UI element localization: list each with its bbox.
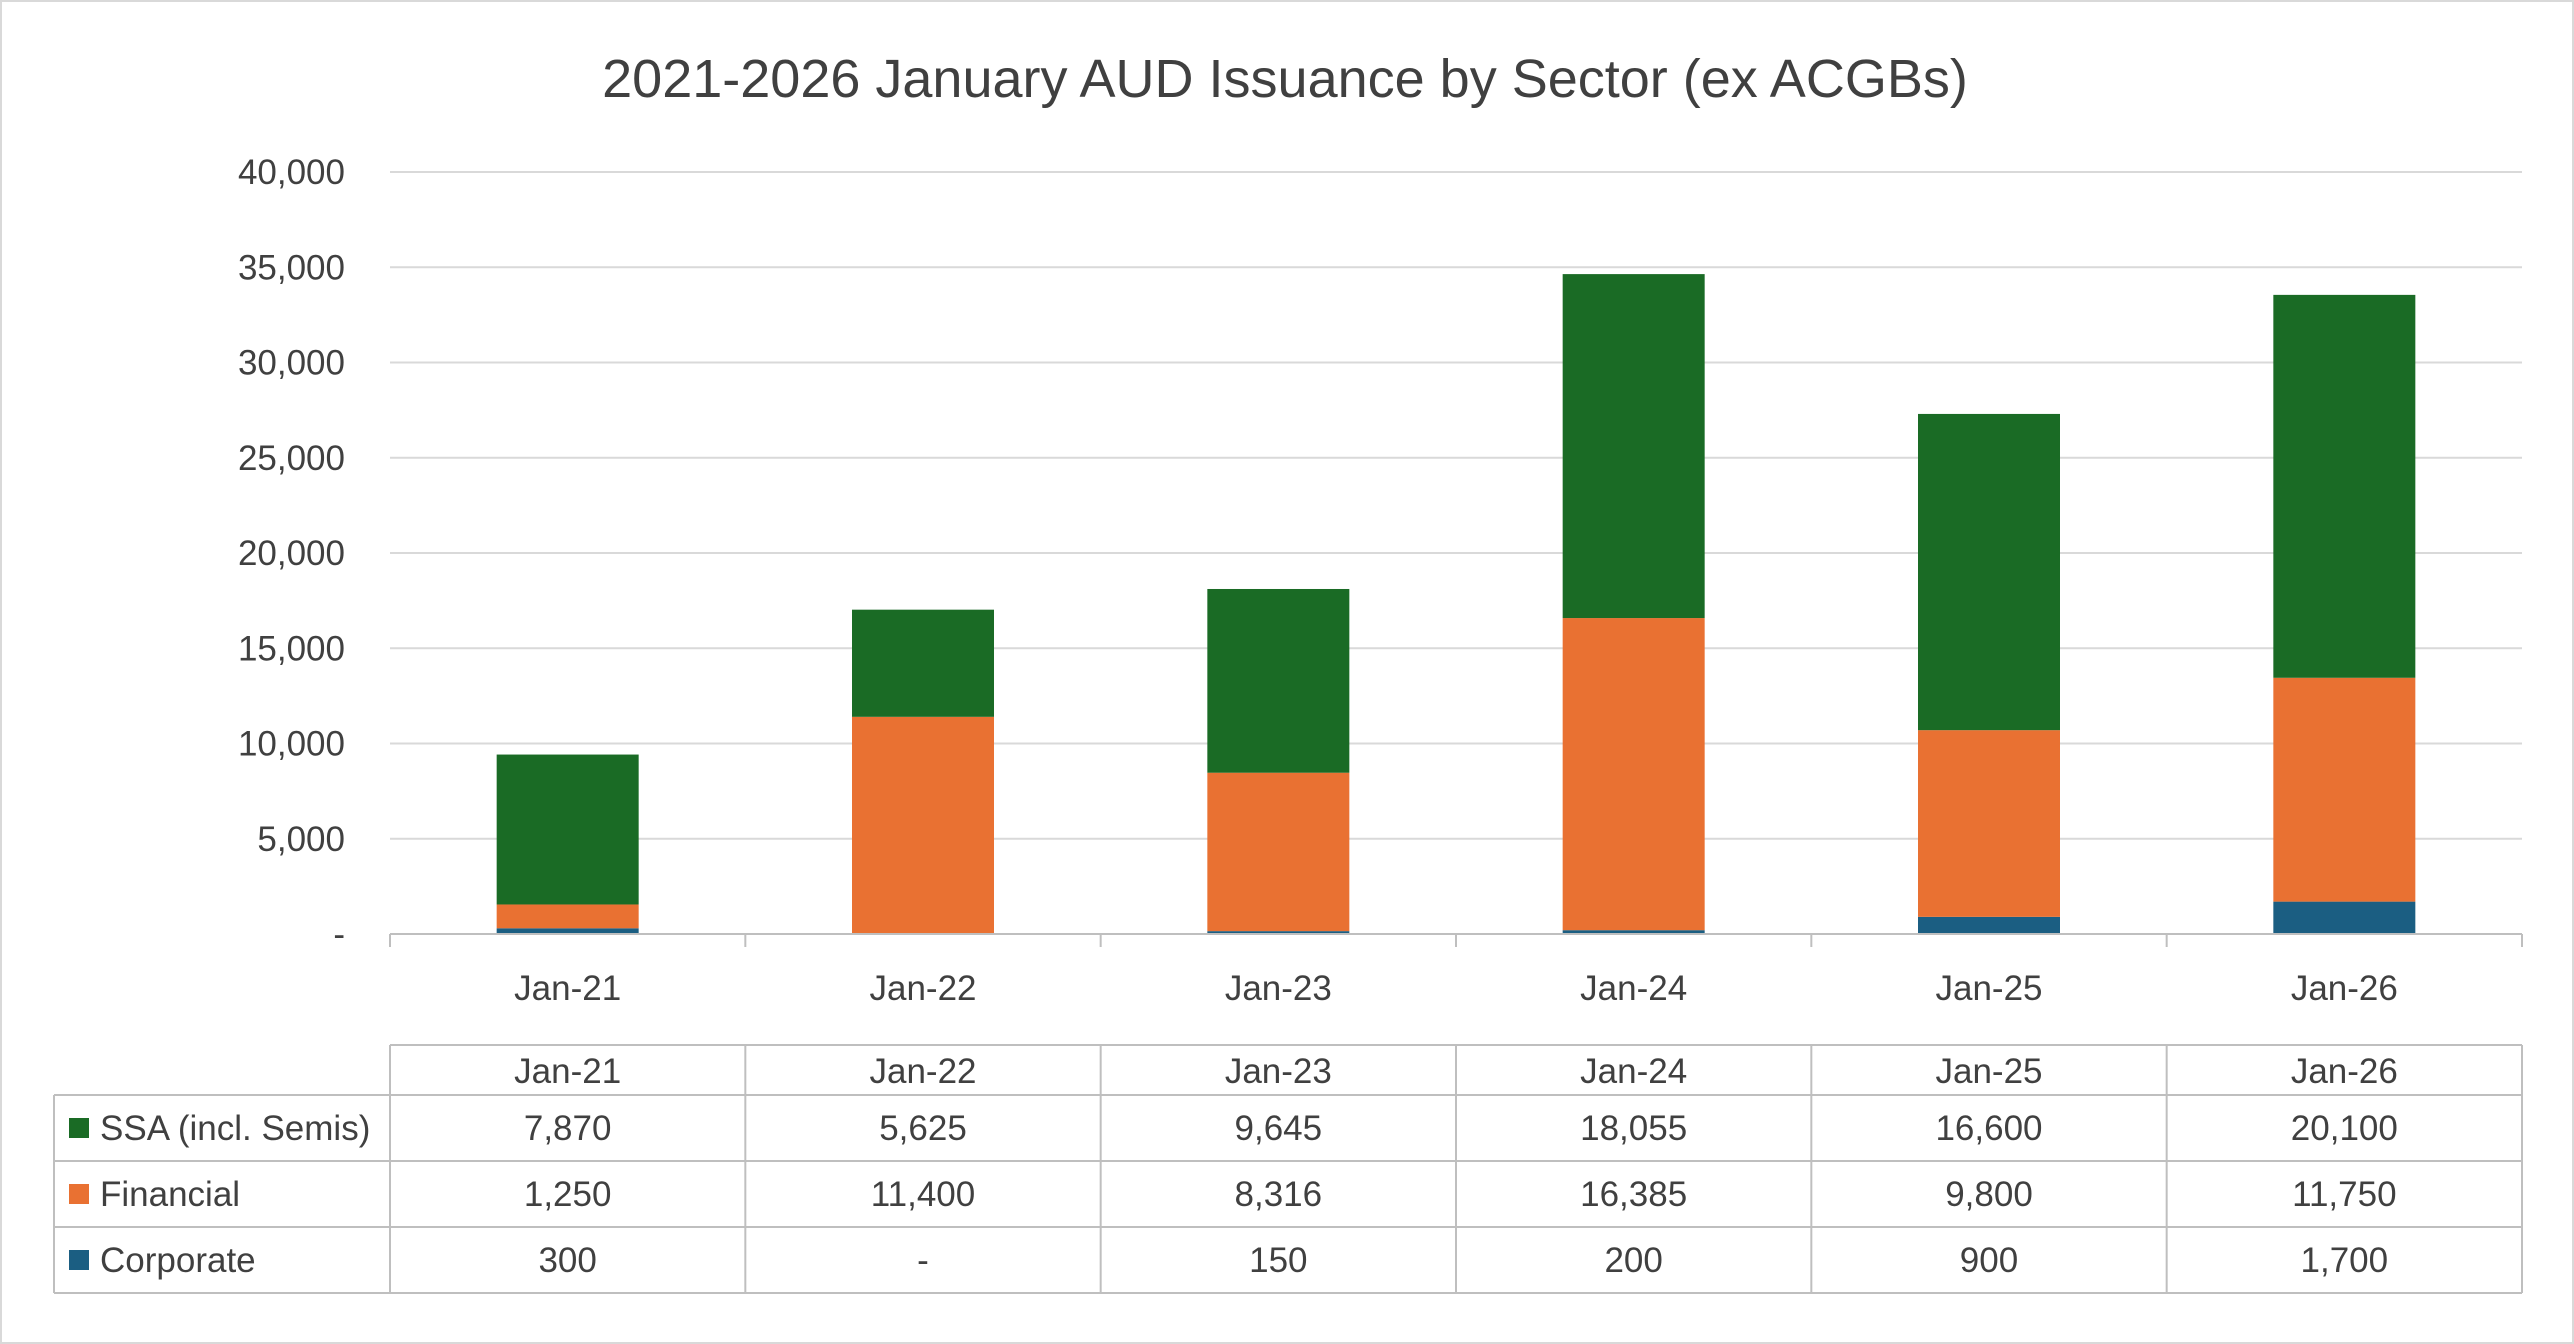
table-value-cell: 20,100 — [2291, 1109, 2398, 1148]
bar-segment-financial — [1918, 730, 2060, 917]
y-tick-label: 20,000 — [238, 534, 345, 573]
table-value-cell: 5,625 — [879, 1109, 967, 1148]
table-value-cell: 8,316 — [1235, 1175, 1323, 1214]
y-tick-label: 35,000 — [238, 248, 345, 287]
y-tick-label: 30,000 — [238, 344, 345, 383]
bar-segment-corporate — [496, 928, 639, 934]
table-value-cell: 11,750 — [2292, 1175, 2396, 1214]
table-header-cell: Jan-21 — [514, 1052, 621, 1091]
x-tick-label: Jan-21 — [514, 969, 621, 1008]
table-value-cell: - — [917, 1241, 929, 1280]
bar-segment-corporate — [2273, 901, 2416, 934]
bar-segment-ssa-incl-semis — [2273, 294, 2416, 678]
x-tick-label: Jan-23 — [1225, 969, 1332, 1008]
bars — [496, 274, 2416, 934]
y-tick-label: 10,000 — [238, 725, 345, 764]
table-value-cell: 900 — [1960, 1241, 2018, 1280]
x-tick-label: Jan-26 — [2291, 969, 2398, 1008]
table-header-cell: Jan-25 — [1935, 1052, 2042, 1091]
bar-segment-ssa-incl-semis — [1207, 588, 1350, 773]
bar-segment-ssa-incl-semis — [852, 609, 994, 717]
bar-segment-ssa-incl-semis — [1918, 413, 2060, 731]
y-tick-label: 15,000 — [238, 629, 345, 668]
y-tick-label: 40,000 — [238, 153, 345, 192]
table-value-cell: 7,870 — [524, 1109, 612, 1148]
bar-segment-corporate — [1918, 916, 2060, 934]
table-value-cell: 16,385 — [1580, 1175, 1687, 1214]
table-value-cell: 11,400 — [871, 1175, 975, 1214]
table-header-cell: Jan-22 — [869, 1052, 976, 1091]
bar-segment-corporate — [1562, 930, 1705, 934]
x-tick-label: Jan-25 — [1935, 969, 2042, 1008]
table-value-cell: 16,600 — [1935, 1109, 2042, 1148]
legend-key — [69, 1250, 89, 1270]
y-axis-tick-labels: - 5,000 10,000 15,000 20,000 25,000 30,000 35,0… — [238, 153, 345, 954]
bar-segment-financial — [1207, 772, 1350, 932]
table-value-cell: 1,250 — [524, 1175, 612, 1214]
table-value-cell: 200 — [1604, 1241, 1662, 1280]
legend-key — [69, 1184, 89, 1204]
table-row-label: Corporate — [100, 1241, 256, 1280]
table-value-cell: 300 — [538, 1241, 596, 1280]
chart-title: 2021-2026 January AUD Issuance by Sector… — [602, 49, 1968, 109]
x-tick-label: Jan-24 — [1580, 969, 1687, 1008]
legend-key — [69, 1118, 89, 1138]
data-table: Jan-21 Jan-22 Jan-23 Jan-24 Jan-25 Jan-26 SSA … — [53, 1044, 2523, 1294]
table-value-cell: 9,645 — [1235, 1109, 1323, 1148]
table-row-label: SSA (incl. Semis) — [100, 1109, 370, 1148]
table-value-cell: 1,700 — [2301, 1241, 2389, 1280]
table-header-cell: Jan-26 — [2291, 1052, 2398, 1091]
bar-segment-financial — [496, 904, 639, 929]
gridlines — [390, 171, 2522, 840]
x-axis-tick-labels: Jan-21 Jan-22 Jan-23 Jan-24 Jan-25 Jan-26 — [514, 969, 2398, 1008]
x-tick-label: Jan-22 — [869, 969, 976, 1008]
x-axis — [389, 933, 2523, 947]
bar-segment-financial — [2273, 677, 2416, 902]
table-value-cell: 18,055 — [1580, 1109, 1687, 1148]
table-header-cell: Jan-23 — [1225, 1052, 1332, 1091]
y-tick-label: - — [333, 915, 345, 954]
bar-segment-financial — [852, 716, 994, 934]
y-tick-label: 25,000 — [238, 439, 345, 478]
bar-segment-corporate — [1207, 931, 1350, 934]
table-header-cell: Jan-24 — [1580, 1052, 1687, 1091]
y-tick-label: 5,000 — [257, 820, 345, 859]
table-value-cell: 150 — [1249, 1241, 1307, 1280]
bar-segment-ssa-incl-semis — [496, 754, 639, 905]
table-row-label: Financial — [100, 1175, 240, 1214]
bar-segment-ssa-incl-semis — [1562, 274, 1705, 619]
bar-segment-financial — [1562, 618, 1705, 931]
table-value-cell: 9,800 — [1945, 1175, 2033, 1214]
